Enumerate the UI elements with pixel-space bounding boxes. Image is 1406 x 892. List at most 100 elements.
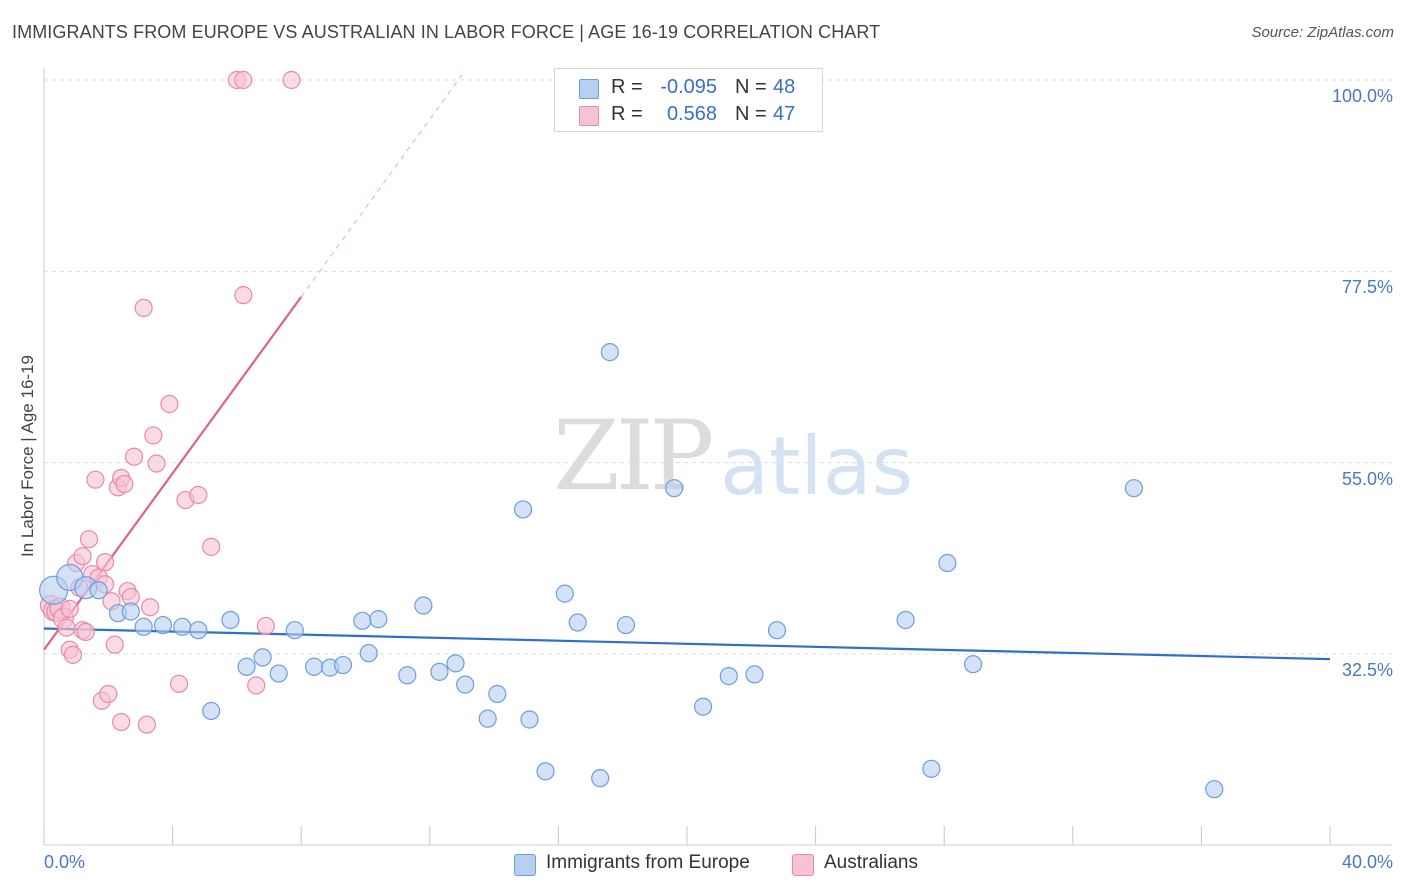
point-europe — [304, 657, 324, 676]
trend-lines — [43, 74, 1331, 661]
point-europe — [353, 611, 372, 630]
correlation-legend: R = -0.095 N = 48 R = 0.568 N = 47 — [554, 68, 823, 132]
x-tick-label-max: 40.0% — [1341, 852, 1393, 872]
point-europe — [719, 667, 738, 686]
point-australians — [73, 547, 92, 566]
point-europe — [513, 500, 533, 519]
point-europe — [767, 621, 787, 640]
point-europe — [555, 584, 574, 603]
n-value: 48 — [773, 76, 796, 98]
y-tick-label: 55.0% — [1341, 468, 1393, 489]
point-europe — [153, 615, 173, 635]
point-australians — [247, 676, 266, 695]
r-value: -0.095 — [660, 76, 717, 98]
point-europe — [456, 675, 475, 694]
n-label: N = — [735, 103, 767, 125]
r-value: 0.568 — [666, 103, 717, 125]
n-label: N = — [735, 76, 767, 98]
point-australians — [112, 712, 131, 732]
point-australians — [169, 674, 189, 693]
y-tick-label: 32.5% — [1341, 660, 1393, 680]
point-australians — [189, 485, 208, 505]
point-europe — [536, 762, 555, 781]
point-europe — [896, 610, 915, 630]
y-tick-label: 77.5% — [1341, 277, 1393, 298]
point-europe — [488, 684, 507, 704]
point-australians — [160, 394, 179, 414]
legend-label: Australians — [824, 852, 918, 873]
legend-row-australians: R = 0.568 N = 47 — [555, 102, 822, 128]
point-europe — [398, 666, 417, 685]
point-europe — [478, 709, 497, 728]
point-australians — [79, 530, 99, 549]
point-europe — [89, 581, 108, 600]
trend-line-europe — [43, 627, 1331, 661]
point-europe — [430, 662, 449, 681]
trend-line-australians-extension — [300, 74, 463, 298]
point-europe — [520, 710, 539, 729]
point-europe — [221, 610, 240, 630]
point-australians — [140, 598, 160, 617]
point-australians — [76, 622, 95, 641]
point-australians — [115, 474, 134, 494]
point-europe — [359, 644, 378, 663]
point-europe — [414, 596, 433, 615]
point-europe — [665, 479, 684, 498]
point-europe — [369, 610, 388, 629]
point-australians — [95, 553, 115, 572]
point-europe — [616, 615, 636, 635]
point-europe — [202, 701, 221, 721]
x-tick-label-min: 0.0% — [44, 852, 86, 872]
point-europe — [333, 655, 353, 675]
pink-swatch — [579, 106, 599, 126]
n-value: 47 — [773, 103, 796, 125]
point-europe — [173, 617, 192, 636]
point-australians — [99, 684, 118, 704]
point-australians — [256, 616, 275, 636]
chart-title: IMMIGRANTS FROM EUROPE VS AUSTRALIAN IN … — [12, 22, 881, 42]
point-europe — [964, 655, 983, 674]
point-europe — [745, 665, 764, 684]
point-australians — [57, 618, 76, 637]
legend-label: Immigrants from Europe — [546, 852, 750, 873]
y-tick-label: 100.0% — [1331, 86, 1393, 106]
point-australians — [86, 470, 105, 489]
point-europe — [253, 648, 272, 667]
point-europe — [446, 654, 465, 673]
point-europe — [922, 759, 941, 778]
point-europe — [121, 602, 140, 621]
point-australians — [105, 635, 124, 654]
point-australians — [147, 454, 166, 473]
watermark-zip: ZIP — [553, 400, 714, 512]
point-australians — [144, 426, 163, 445]
pink-swatch — [792, 854, 814, 876]
point-europe — [1124, 479, 1143, 498]
blue-swatch — [579, 79, 599, 99]
grid-lines — [44, 79, 1392, 655]
source-label: Source: ZipAtlas.com — [1251, 24, 1394, 41]
point-europe — [693, 697, 713, 716]
blue-swatch — [514, 854, 536, 876]
point-europe — [591, 769, 610, 788]
point-australians — [234, 286, 253, 305]
legend-row-europe: R = -0.095 N = 48 — [555, 75, 822, 101]
point-europe — [568, 613, 587, 632]
point-europe — [1205, 780, 1224, 799]
point-australians — [137, 715, 156, 734]
point-europe — [269, 664, 288, 683]
r-label: R = — [611, 103, 643, 125]
point-europe — [189, 621, 208, 640]
axes — [43, 68, 1392, 846]
point-australians — [202, 537, 221, 556]
point-australians — [234, 70, 253, 90]
point-australians — [60, 599, 79, 619]
point-europe — [237, 657, 256, 676]
point-europe — [134, 617, 153, 636]
point-australians — [282, 70, 301, 90]
data-points — [39, 70, 1224, 799]
point-australians — [134, 298, 153, 317]
r-label: R = — [611, 76, 643, 98]
point-europe — [600, 343, 619, 362]
point-australians — [63, 645, 83, 664]
